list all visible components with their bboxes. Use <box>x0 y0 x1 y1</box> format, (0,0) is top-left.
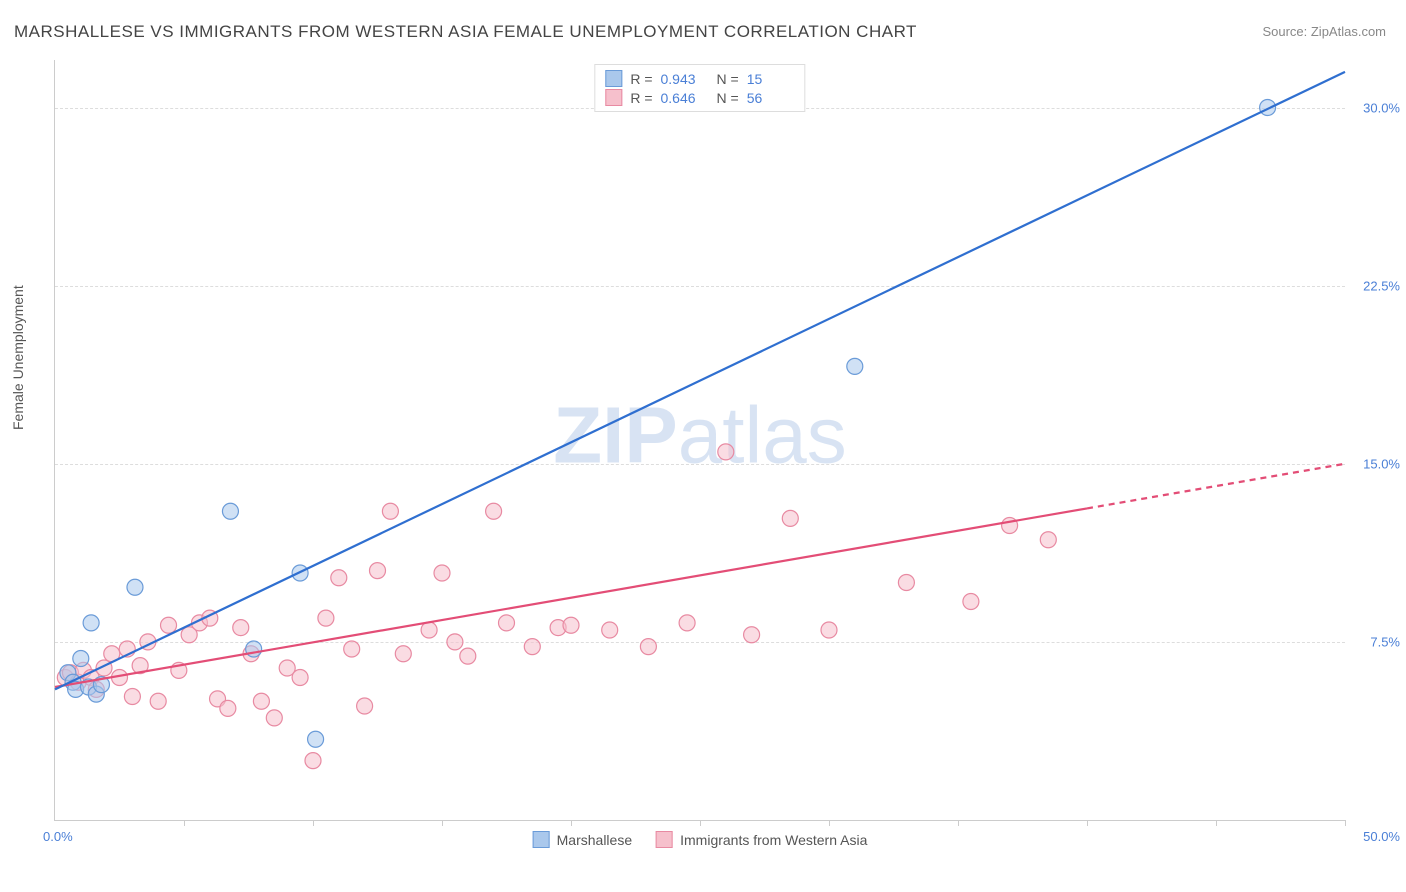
swatch-icon <box>656 831 673 848</box>
stats-row-series-1: R = 0.646 N = 56 <box>605 88 794 107</box>
n-label: N = <box>717 90 739 106</box>
n-value-0: 15 <box>747 71 795 87</box>
scatter-plot <box>55 60 1345 820</box>
legend-item-1: Immigrants from Western Asia <box>656 831 867 848</box>
xtick <box>829 820 830 826</box>
bottom-legend: Marshallese Immigrants from Western Asia <box>533 831 868 848</box>
x-min-label: 0.0% <box>43 829 73 844</box>
chart-title: MARSHALLESE VS IMMIGRANTS FROM WESTERN A… <box>14 22 917 42</box>
r-value-0: 0.943 <box>661 71 709 87</box>
r-label: R = <box>630 90 652 106</box>
xtick <box>958 820 959 826</box>
ytick-label: 7.5% <box>1370 634 1400 649</box>
swatch-series-0 <box>605 70 622 87</box>
source-label: Source: ZipAtlas.com <box>1262 24 1386 39</box>
x-max-label: 50.0% <box>1363 829 1400 844</box>
xtick <box>1345 820 1346 826</box>
legend-item-0: Marshallese <box>533 831 632 848</box>
chart-area: ZIPatlas 7.5%15.0%22.5%30.0% R = 0.943 N… <box>54 60 1345 821</box>
xtick <box>442 820 443 826</box>
ytick-label: 22.5% <box>1363 278 1400 293</box>
xtick <box>1216 820 1217 826</box>
stats-row-series-0: R = 0.943 N = 15 <box>605 69 794 88</box>
legend-label-1: Immigrants from Western Asia <box>680 832 867 848</box>
ytick-label: 15.0% <box>1363 456 1400 471</box>
y-axis-label: Female Unemployment <box>10 285 26 430</box>
swatch-icon <box>533 831 550 848</box>
swatch-series-1 <box>605 89 622 106</box>
xtick <box>1087 820 1088 826</box>
ytick-label: 30.0% <box>1363 100 1400 115</box>
stats-legend: R = 0.943 N = 15 R = 0.646 N = 56 <box>594 64 805 112</box>
n-label: N = <box>717 71 739 87</box>
r-value-1: 0.646 <box>661 90 709 106</box>
xtick <box>313 820 314 826</box>
r-label: R = <box>630 71 652 87</box>
legend-label-0: Marshallese <box>557 832 632 848</box>
xtick <box>184 820 185 826</box>
xtick <box>571 820 572 826</box>
xtick <box>700 820 701 826</box>
n-value-1: 56 <box>747 90 795 106</box>
